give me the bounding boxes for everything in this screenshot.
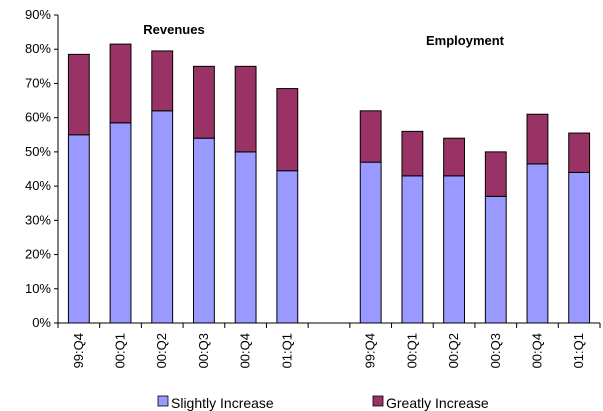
- bar-segment-slightly-increase: [401, 175, 424, 324]
- y-tick-label: 30%: [25, 212, 51, 227]
- y-tick-label: 20%: [25, 247, 51, 262]
- x-tick-label: 01:Q1: [571, 333, 586, 368]
- bar-segment-greatly-increase: [193, 65, 215, 139]
- bar-segment-slightly-increase: [67, 134, 90, 324]
- bar-segment-greatly-increase: [67, 53, 90, 136]
- x-tick-label: 00:Q1: [404, 333, 419, 368]
- bar-segment-greatly-increase: [526, 113, 549, 165]
- bar-segment-greatly-increase: [151, 50, 174, 112]
- bar-segment-slightly-increase: [151, 110, 174, 324]
- bar-segment-slightly-increase: [193, 137, 215, 324]
- legend: Slightly Increase Greatly Increase: [157, 395, 489, 411]
- panel-title-revenues: Revenues: [143, 22, 204, 37]
- y-tick-label: 0%: [32, 315, 51, 330]
- legend-label-greatly-increase: Greatly Increase: [386, 395, 489, 411]
- bar-segment-greatly-increase: [401, 130, 424, 177]
- y-tick-label: 40%: [25, 178, 51, 193]
- y-tick-label: 60%: [25, 110, 51, 125]
- y-tick-label: 50%: [25, 144, 51, 159]
- bar-segment-slightly-increase: [526, 163, 549, 324]
- x-axis-group: 99:Q4 00:Q1 00:Q2 00:Q3 00:Q4 01:Q1 99:Q4 00:Q1…: [57, 323, 601, 368]
- y-tick-label: 10%: [25, 281, 51, 296]
- bar-segment-slightly-increase: [276, 170, 299, 324]
- bar-segment-slightly-increase: [443, 175, 465, 324]
- bars-group: [67, 43, 591, 324]
- x-tick-label: 01:Q1: [279, 333, 294, 368]
- y-tick-label: 90%: [25, 7, 51, 22]
- bar-segment-slightly-increase: [234, 151, 257, 324]
- x-tick-label: 00:Q4: [529, 333, 544, 368]
- x-tick-label: 00:Q1: [113, 333, 128, 368]
- legend-swatch-slightly-increase: [157, 395, 169, 407]
- x-tick-label: 99:Q4: [363, 333, 378, 368]
- bar-segment-greatly-increase: [109, 43, 132, 124]
- legend-label-slightly-increase: Slightly Increase: [171, 395, 274, 411]
- bar-segment-greatly-increase: [359, 110, 382, 163]
- y-axis-group: 0% 10% 20% 30% 40% 50% 60% 70% 80% 90%: [25, 7, 58, 330]
- bar-segment-greatly-increase: [484, 151, 507, 197]
- bar-segment-slightly-increase: [484, 195, 507, 324]
- x-tick-label: 00:Q3: [196, 333, 211, 368]
- bar-segment-slightly-increase: [359, 161, 382, 324]
- bar-segment-slightly-increase: [109, 122, 132, 324]
- x-tick-label: 00:Q3: [488, 333, 503, 368]
- bar-segment-greatly-increase: [276, 88, 299, 172]
- x-tick-label: 99:Q4: [71, 333, 86, 368]
- plot-area: [58, 15, 600, 323]
- bar-segment-slightly-increase: [568, 171, 591, 324]
- x-tick-label: 00:Q2: [154, 333, 169, 368]
- bar-segment-greatly-increase: [443, 137, 465, 177]
- panel-title-employment: Employment: [426, 33, 505, 48]
- legend-swatch-greatly-increase: [372, 395, 384, 407]
- bar-segment-greatly-increase: [568, 132, 591, 173]
- y-tick-label: 80%: [25, 41, 51, 56]
- bar-segment-greatly-increase: [234, 65, 257, 153]
- y-tick-label: 70%: [25, 75, 51, 90]
- x-tick-label: 00:Q2: [446, 333, 461, 368]
- x-tick-label: 00:Q4: [238, 333, 253, 368]
